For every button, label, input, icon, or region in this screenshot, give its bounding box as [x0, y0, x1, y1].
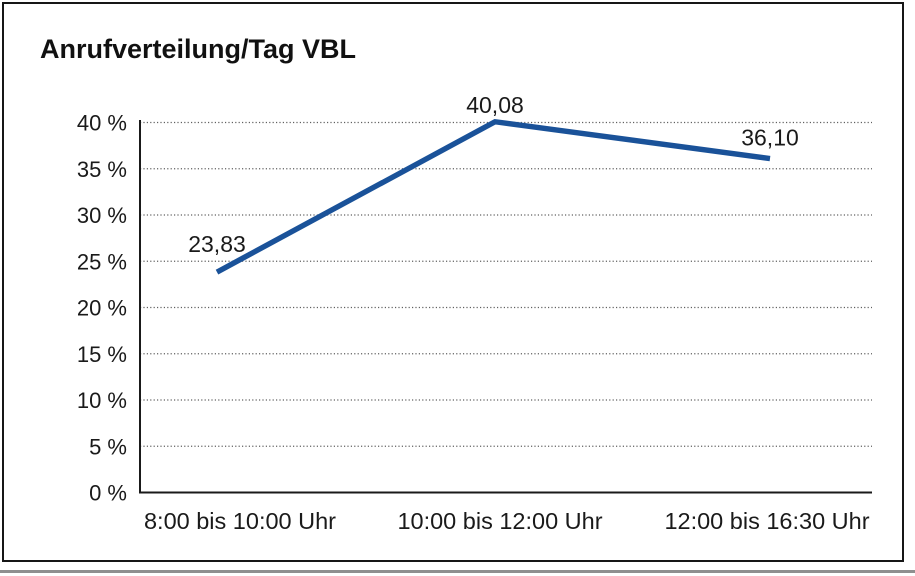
data-point-label: 40,08 — [466, 92, 524, 118]
data-point-label: 23,83 — [188, 231, 246, 257]
x-category-label: 12:00 bis 16:30 Uhr — [664, 508, 869, 534]
y-tick-label: 0 % — [89, 481, 127, 506]
chart-frame — [2, 2, 904, 562]
x-category-label: 8:00 bis 10:00 Uhr — [144, 508, 336, 534]
y-tick-label: 20 % — [77, 296, 127, 321]
x-category-label: 10:00 bis 12:00 Uhr — [397, 508, 602, 534]
y-tick-label: 40 % — [77, 111, 127, 136]
y-tick-label: 25 % — [77, 249, 127, 274]
y-tick-label: 15 % — [77, 342, 127, 367]
y-tick-label: 5 % — [89, 434, 127, 459]
y-tick-label: 35 % — [77, 157, 127, 182]
y-tick-label: 10 % — [77, 388, 127, 413]
chart-title: Anrufverteilung/Tag VBL — [40, 34, 357, 64]
bottom-rule-line — [0, 570, 915, 573]
data-point-label: 36,10 — [741, 125, 799, 151]
data-series-line — [215, 118, 771, 275]
y-tick-label: 30 % — [77, 203, 127, 228]
